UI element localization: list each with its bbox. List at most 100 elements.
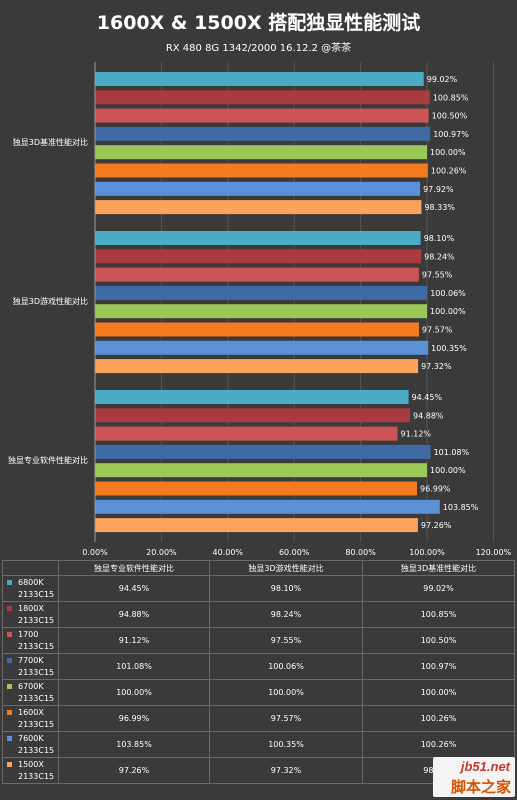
bar-1800x (95, 249, 422, 264)
table-header-cell: 独显3D游戏性能对比 (209, 560, 363, 576)
table-row-header: 1800X 2133C15 (2, 601, 59, 628)
table-row-header: 1500X 2133C15 (2, 757, 59, 784)
data-label: 100.00% (430, 307, 466, 316)
chart-subtitle: RX 480 8G 1342/2000 16.12.2 @茶茶 (165, 43, 352, 54)
data-label: 100.35% (431, 344, 467, 353)
data-label: 103.85% (443, 503, 479, 512)
data-label: 97.57% (422, 326, 453, 335)
bar-7700k (95, 444, 431, 459)
bar-1700 (95, 108, 429, 123)
category-label: 独显3D游戏性能对比 (13, 296, 88, 306)
table-cell: 94.88% (58, 601, 210, 628)
table-row-header: 6800K 2133C15 (2, 575, 59, 602)
bar-7600k (95, 181, 421, 196)
table-cell: 98.24% (209, 601, 363, 628)
x-tick-label: 120.00% (476, 548, 512, 557)
table-row-header: 1700 2133C15 (2, 627, 59, 654)
bar-1600x (95, 481, 418, 496)
bar-1500x (95, 200, 422, 215)
data-label: 100.97% (433, 130, 469, 139)
table-body: 6800K 2133C15 94.45% 98.10% 99.02% 1800X 2133C… (2, 575, 515, 784)
x-tick-label: 60.00% (279, 548, 310, 557)
bar-7600k (95, 499, 440, 514)
data-label: 98.24% (424, 252, 455, 261)
data-label: 94.88% (413, 411, 444, 420)
bar-7700k (95, 285, 428, 300)
table-cell: 99.02% (362, 575, 515, 602)
x-tick-label: 100.00% (409, 548, 445, 557)
table-header-cell: 独显3D基准性能对比 (362, 560, 515, 576)
table-cell: 100.00% (362, 679, 515, 706)
table-row: 1600X 2133C15 96.99% 97.57% 100.26% (2, 705, 515, 732)
table-cell: 100.00% (209, 679, 363, 706)
data-label: 100.00% (430, 148, 466, 157)
data-label: 97.92% (423, 185, 454, 194)
bar-6800k (95, 72, 424, 86)
memory-spec: 2133C15 (18, 745, 55, 755)
data-label: 98.33% (424, 203, 455, 212)
table-cell: 100.85% (362, 601, 515, 628)
x-tick-label: 0.00% (82, 548, 108, 557)
bar-1500x (95, 359, 419, 374)
table-row: 6800K 2133C15 94.45% 98.10% 99.02% (2, 575, 515, 602)
table-cell: 91.12% (58, 627, 210, 654)
table-cell: 101.08% (58, 653, 210, 680)
table-cell: 96.99% (58, 705, 210, 732)
bar-1700 (95, 426, 398, 441)
watermark-logo: jb51.net 脚本之家 (433, 757, 515, 797)
bar-1700 (95, 267, 419, 282)
memory-spec: 2133C15 (18, 693, 55, 703)
bar-1600x (95, 163, 428, 178)
data-label: 97.26% (421, 521, 452, 530)
bar-6700k (95, 463, 427, 478)
data-label: 97.32% (421, 362, 452, 371)
table-row-header: 7700K 2133C15 (2, 653, 59, 680)
data-label: 101.08% (434, 448, 470, 457)
table-cell: 97.55% (209, 627, 363, 654)
table-cell: 100.26% (362, 731, 515, 758)
table-cell: 100.97% (362, 653, 515, 680)
table-cell: 94.45% (58, 575, 210, 602)
data-label: 100.85% (433, 93, 469, 102)
table-cell: 100.06% (209, 653, 363, 680)
table-row-header: 7600K 2133C15 (2, 731, 59, 758)
data-label: 98.10% (424, 234, 455, 243)
cpu-name: 1500X (18, 759, 44, 769)
data-label: 100.26% (431, 167, 467, 176)
bar-6800k (95, 390, 409, 404)
table-cell: 100.35% (209, 731, 363, 758)
legend-swatch (7, 683, 12, 689)
table-cell: 98.10% (209, 575, 363, 602)
data-label: 100.00% (430, 466, 466, 475)
data-label: 100.50% (432, 112, 468, 121)
x-tick-label: 20.00% (146, 548, 177, 557)
data-label: 97.55% (422, 271, 453, 280)
legend-swatch (7, 657, 12, 663)
bar-1800x (95, 408, 411, 423)
data-label: 99.02% (427, 75, 458, 84)
table-row: 1700 2133C15 91.12% 97.55% 100.50% (2, 627, 515, 654)
table-cell: 97.32% (209, 757, 363, 784)
table-row-header: 1600X 2133C15 (2, 705, 59, 732)
category-label: 独显3D基准性能对比 (13, 137, 88, 147)
chart-title: 1600X & 1500X 搭配独显性能测试 (96, 12, 421, 34)
data-table: 独显专业软件性能对比 独显3D游戏性能对比 独显3D基准性能对比 6800K 21… (2, 560, 515, 784)
table-row: 7700K 2133C15 101.08% 100.06% 100.97% (2, 653, 515, 680)
data-label: 96.99% (420, 485, 451, 494)
x-tick-label: 40.00% (213, 548, 244, 557)
table-row: 6700K 2133C15 100.00% 100.00% 100.00% (2, 679, 515, 706)
data-label: 94.45% (412, 393, 443, 402)
table-cell: 100.26% (362, 705, 515, 732)
cpu-name: 7600K (18, 733, 44, 743)
cpu-name: 1700 (18, 629, 39, 639)
table-cell: 97.26% (58, 757, 210, 784)
bar-6700k (95, 145, 427, 160)
bar-chart: 0.00% 20.00% 40.00% 60.00% 80.00% 100.00% 120.… (8, 62, 512, 557)
legend-swatch (7, 605, 12, 611)
bar-1500x (95, 518, 418, 533)
table-row-header: 6700K 2133C15 (2, 679, 59, 706)
x-tick-label: 80.00% (345, 548, 376, 557)
table-cell: 100.50% (362, 627, 515, 654)
memory-spec: 2133C15 (18, 719, 55, 729)
category-label: 独显专业软件性能对比 (8, 455, 88, 465)
